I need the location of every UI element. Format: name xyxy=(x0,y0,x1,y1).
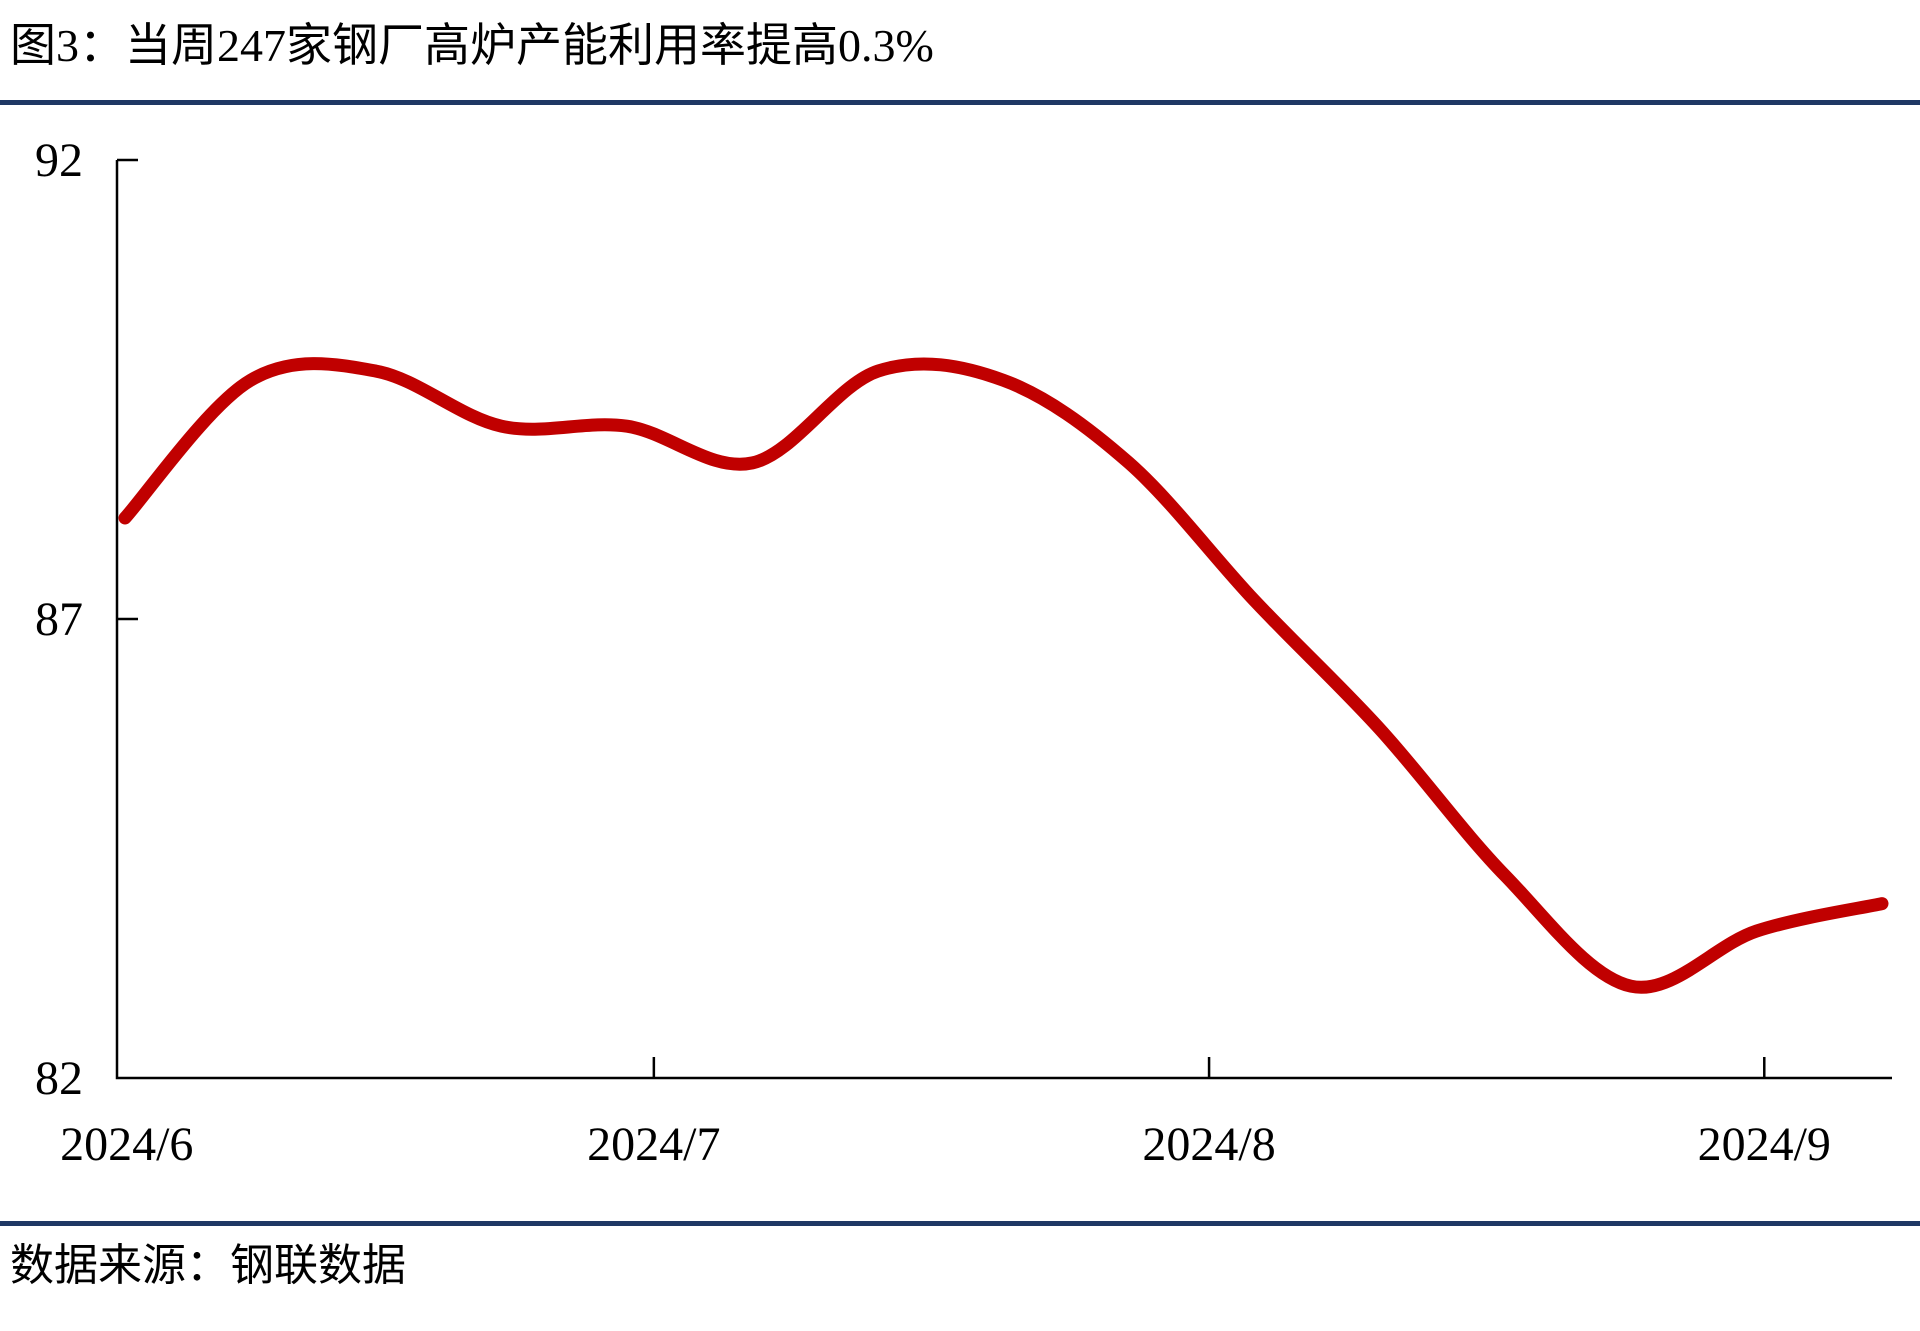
x-tick-label: 2024/6 xyxy=(60,1118,193,1171)
x-tick-label: 2024/7 xyxy=(587,1118,720,1171)
x-tick-label: 2024/9 xyxy=(1698,1118,1831,1171)
top-divider xyxy=(0,100,1920,105)
figure-title: 图3：当周247家钢厂高炉产能利用率提高0.3% xyxy=(10,20,934,71)
x-tick-label: 2024/8 xyxy=(1142,1118,1275,1171)
bottom-divider xyxy=(0,1221,1920,1226)
axis-frame xyxy=(115,160,1892,1080)
y-tick-label: 87 xyxy=(35,593,83,646)
utilization-line xyxy=(118,357,1889,994)
source-note: 数据来源：钢联数据 xyxy=(10,1241,406,1290)
y-tick-label: 92 xyxy=(35,134,83,187)
y-tick-label: 82 xyxy=(35,1052,83,1105)
